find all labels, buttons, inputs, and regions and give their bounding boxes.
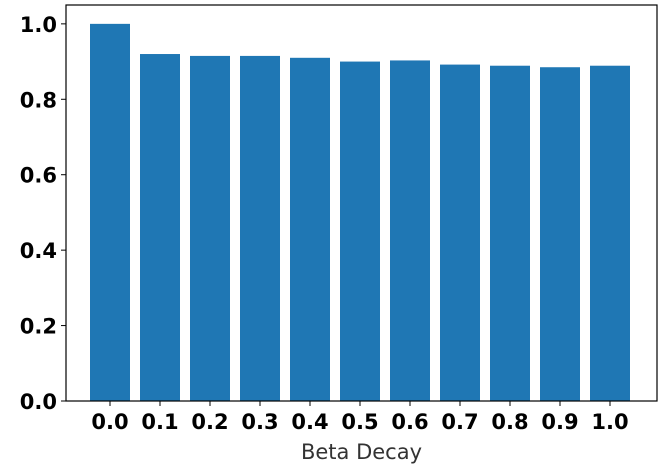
x-tick-label: 0.2 <box>191 410 228 434</box>
bar-1.0 <box>590 65 630 401</box>
x-tick-label: 1.0 <box>591 410 628 434</box>
bar-0.3 <box>240 55 280 402</box>
plot-frame <box>65 4 658 402</box>
y-tick-label: 0.8 <box>20 88 57 112</box>
y-tick-label: 0.4 <box>20 239 57 263</box>
x-axis: 0.0 0.1 0.2 0.3 0.4 0.5 0.6 0.7 0.8 0.9 1.0 <box>91 401 629 434</box>
y-tick-label: 0.2 <box>20 315 57 339</box>
x-tick-label: 0.0 <box>91 410 128 434</box>
x-tick-label: 0.6 <box>391 410 428 434</box>
x-axis-label: Beta Decay <box>301 440 422 464</box>
x-tick-label: 0.3 <box>241 410 278 434</box>
y-axis: 0.0 0.2 0.4 0.6 0.8 1.0 <box>20 13 66 414</box>
y-tick-label: 1.0 <box>20 13 57 37</box>
axes-layer <box>65 4 658 402</box>
x-tick-label: 0.4 <box>291 410 328 434</box>
x-tick-label: 0.9 <box>541 410 578 434</box>
y-tick-label: 0.0 <box>20 390 57 414</box>
x-tick-label: 0.8 <box>491 410 528 434</box>
bar-0.1 <box>140 54 180 402</box>
bar-0.6 <box>390 60 430 401</box>
bar-0.9 <box>540 67 580 401</box>
x-tick-label: 0.1 <box>141 410 178 434</box>
bar-0.0 <box>90 23 130 401</box>
bar-0.5 <box>340 61 380 401</box>
bars-layer <box>90 23 630 402</box>
bar-0.2 <box>190 55 230 402</box>
bar-0.7 <box>440 64 480 402</box>
x-tick-label: 0.7 <box>441 410 478 434</box>
y-tick-label: 0.6 <box>20 164 57 188</box>
bar-0.4 <box>290 57 330 402</box>
bar-0.8 <box>490 65 530 401</box>
x-tick-label: 0.5 <box>341 410 378 434</box>
